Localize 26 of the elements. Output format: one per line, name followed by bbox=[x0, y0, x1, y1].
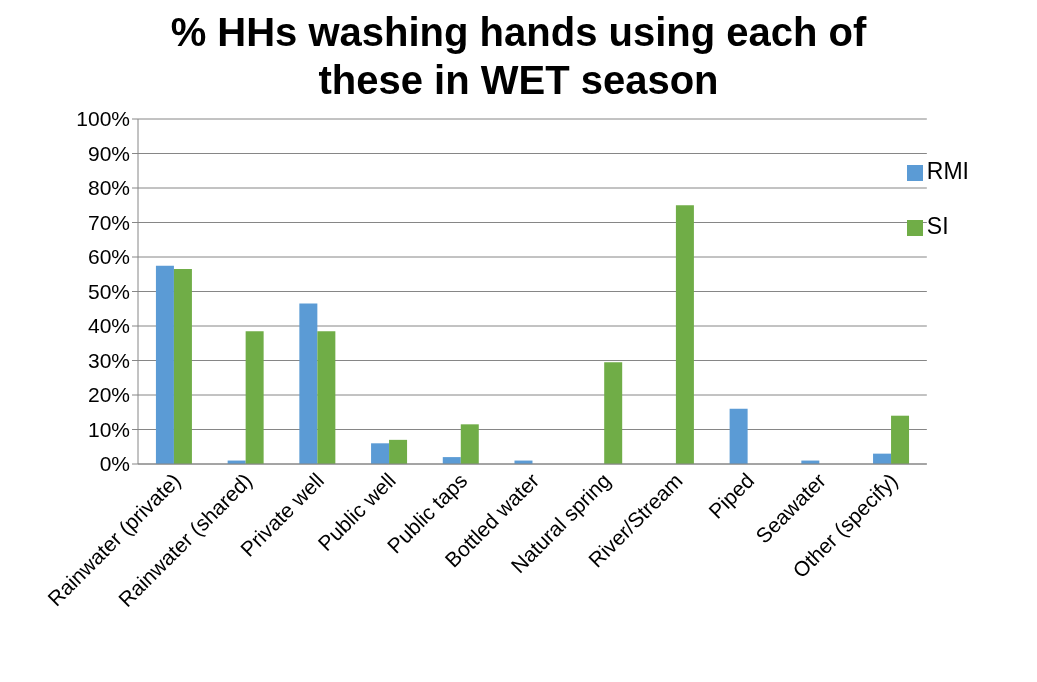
bar bbox=[729, 408, 748, 464]
y-tick-label: 10% bbox=[87, 417, 130, 441]
y-tick-label: 70% bbox=[87, 210, 130, 234]
y-tick-label: 30% bbox=[87, 348, 130, 372]
y-tick-label: 0% bbox=[99, 452, 130, 476]
bar bbox=[245, 331, 264, 464]
y-tick-label: 80% bbox=[87, 176, 130, 200]
bar bbox=[891, 415, 910, 464]
bar bbox=[460, 424, 479, 464]
bar bbox=[299, 303, 318, 464]
bar bbox=[317, 331, 336, 464]
y-tick-label: 40% bbox=[87, 314, 130, 338]
chart-title: % HHs washing hands using each of these in WET season bbox=[169, 9, 868, 104]
bar bbox=[173, 269, 192, 464]
bar bbox=[604, 362, 623, 464]
bar bbox=[389, 439, 408, 464]
bar bbox=[155, 265, 174, 464]
y-tick-label: 90% bbox=[87, 141, 130, 165]
bar bbox=[675, 205, 694, 464]
y-tick-label: 100% bbox=[76, 107, 130, 131]
legend-label: RMI bbox=[926, 158, 969, 184]
y-tick-label: 50% bbox=[87, 279, 130, 303]
bar bbox=[371, 443, 390, 464]
y-tick-label: 20% bbox=[87, 383, 130, 407]
legend-label: SI bbox=[926, 213, 949, 239]
y-tick-label: 60% bbox=[87, 245, 130, 269]
